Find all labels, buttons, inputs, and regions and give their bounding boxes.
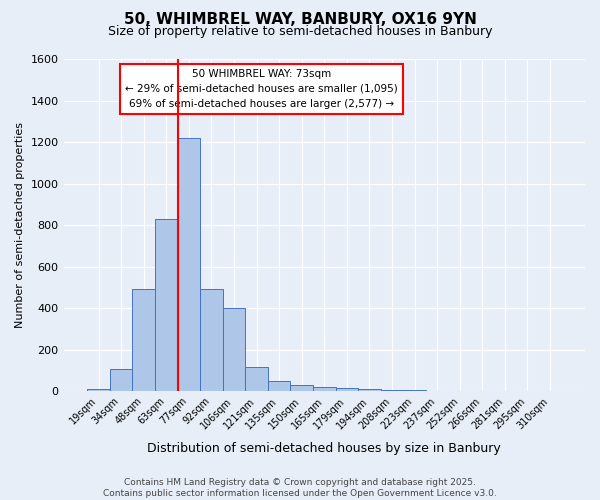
Bar xyxy=(358,389,381,391)
Bar xyxy=(223,308,245,391)
Text: Contains HM Land Registry data © Crown copyright and database right 2025.
Contai: Contains HM Land Registry data © Crown c… xyxy=(103,478,497,498)
Bar xyxy=(313,387,335,391)
Text: Size of property relative to semi-detached houses in Banbury: Size of property relative to semi-detach… xyxy=(108,25,492,38)
Bar xyxy=(200,288,223,391)
Bar xyxy=(403,390,426,391)
Bar xyxy=(178,138,200,391)
Bar xyxy=(335,388,358,391)
Bar xyxy=(290,385,313,391)
Bar xyxy=(268,380,290,391)
Bar xyxy=(155,219,178,391)
Text: 50, WHIMBREL WAY, BANBURY, OX16 9YN: 50, WHIMBREL WAY, BANBURY, OX16 9YN xyxy=(124,12,476,28)
Bar xyxy=(381,390,403,391)
Text: 50 WHIMBREL WAY: 73sqm
← 29% of semi-detached houses are smaller (1,095)
69% of : 50 WHIMBREL WAY: 73sqm ← 29% of semi-det… xyxy=(125,69,398,108)
Bar xyxy=(87,389,110,391)
Bar xyxy=(110,369,133,391)
Y-axis label: Number of semi-detached properties: Number of semi-detached properties xyxy=(15,122,25,328)
Bar xyxy=(245,367,268,391)
X-axis label: Distribution of semi-detached houses by size in Banbury: Distribution of semi-detached houses by … xyxy=(148,442,501,455)
Bar xyxy=(133,288,155,391)
